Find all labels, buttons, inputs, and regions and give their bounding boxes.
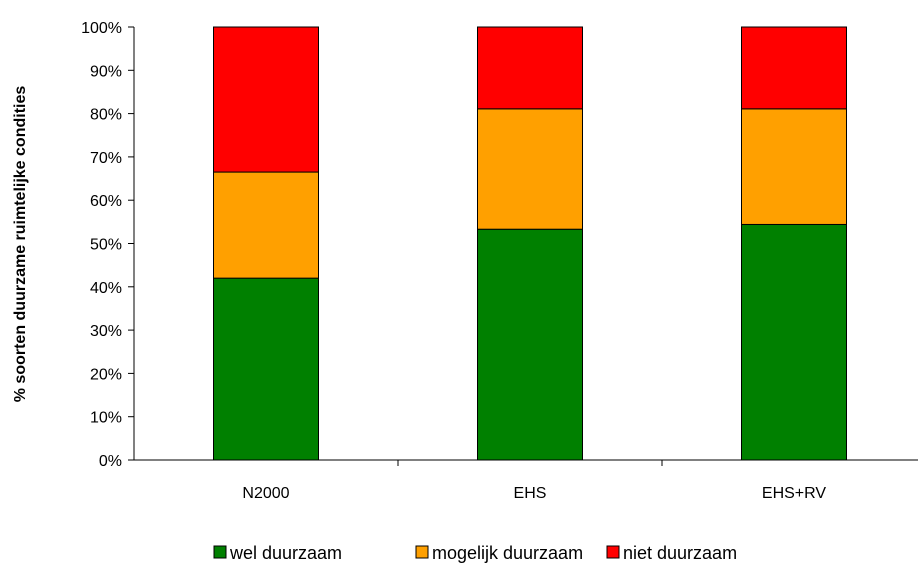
legend-label: niet duurzaam bbox=[623, 543, 737, 563]
legend-label: mogelijk duurzaam bbox=[432, 543, 583, 563]
y-tick-label: 10% bbox=[90, 410, 122, 427]
y-tick-label: 80% bbox=[90, 107, 122, 124]
bars bbox=[213, 26, 847, 461]
bar-segment-ehs-mogelijk-duurzaam bbox=[477, 108, 583, 230]
y-axis-title: % soorten duurzame ruimtelijke condities bbox=[12, 86, 29, 403]
y-tick-label: 30% bbox=[90, 323, 122, 340]
y-axis-title-group: % soorten duurzame ruimtelijke condities bbox=[12, 86, 29, 403]
y-tick-label: 0% bbox=[99, 453, 122, 470]
y-axis-ticks: 0% 10% 20% 30% 40% 50% 60% 70% 80% 90% 100% bbox=[81, 20, 134, 470]
bar-segment-ehs-rv-wel-duurzaam bbox=[741, 223, 847, 461]
bar-segment-ehs-wel-duurzaam bbox=[477, 228, 583, 461]
legend-label: wel duurzaam bbox=[229, 543, 342, 563]
bar-segment-n2000-wel-duurzaam bbox=[213, 277, 319, 461]
bar-segment-ehs-niet-duurzaam bbox=[477, 26, 583, 110]
legend: wel duurzaam mogelijk duurzaam niet duurza… bbox=[213, 543, 737, 563]
x-tick-label: EHS+RV bbox=[762, 485, 827, 502]
y-tick-label: 60% bbox=[90, 193, 122, 210]
y-tick-label: 100% bbox=[81, 20, 122, 37]
legend-swatch bbox=[606, 545, 620, 559]
x-axis-ticks: N2000 EHS EHS+RV bbox=[242, 460, 827, 502]
bar-segment-n2000-niet-duurzaam bbox=[213, 26, 319, 173]
y-tick-label: 50% bbox=[90, 237, 122, 254]
legend-swatch bbox=[415, 545, 429, 559]
y-tick-label: 90% bbox=[90, 63, 122, 80]
x-tick-label: N2000 bbox=[242, 485, 289, 502]
y-tick-label: 70% bbox=[90, 150, 122, 167]
y-tick-label: 40% bbox=[90, 280, 122, 297]
bar-segment-ehs-rv-niet-duurzaam bbox=[741, 26, 847, 110]
axes bbox=[133, 27, 918, 461]
bar-segment-n2000-mogelijk-duurzaam bbox=[213, 171, 319, 279]
bar-segment-ehs-rv-mogelijk-duurzaam bbox=[741, 108, 847, 225]
y-tick-label: 20% bbox=[90, 366, 122, 383]
x-tick-label: EHS bbox=[514, 485, 547, 502]
legend-swatch bbox=[213, 545, 227, 559]
